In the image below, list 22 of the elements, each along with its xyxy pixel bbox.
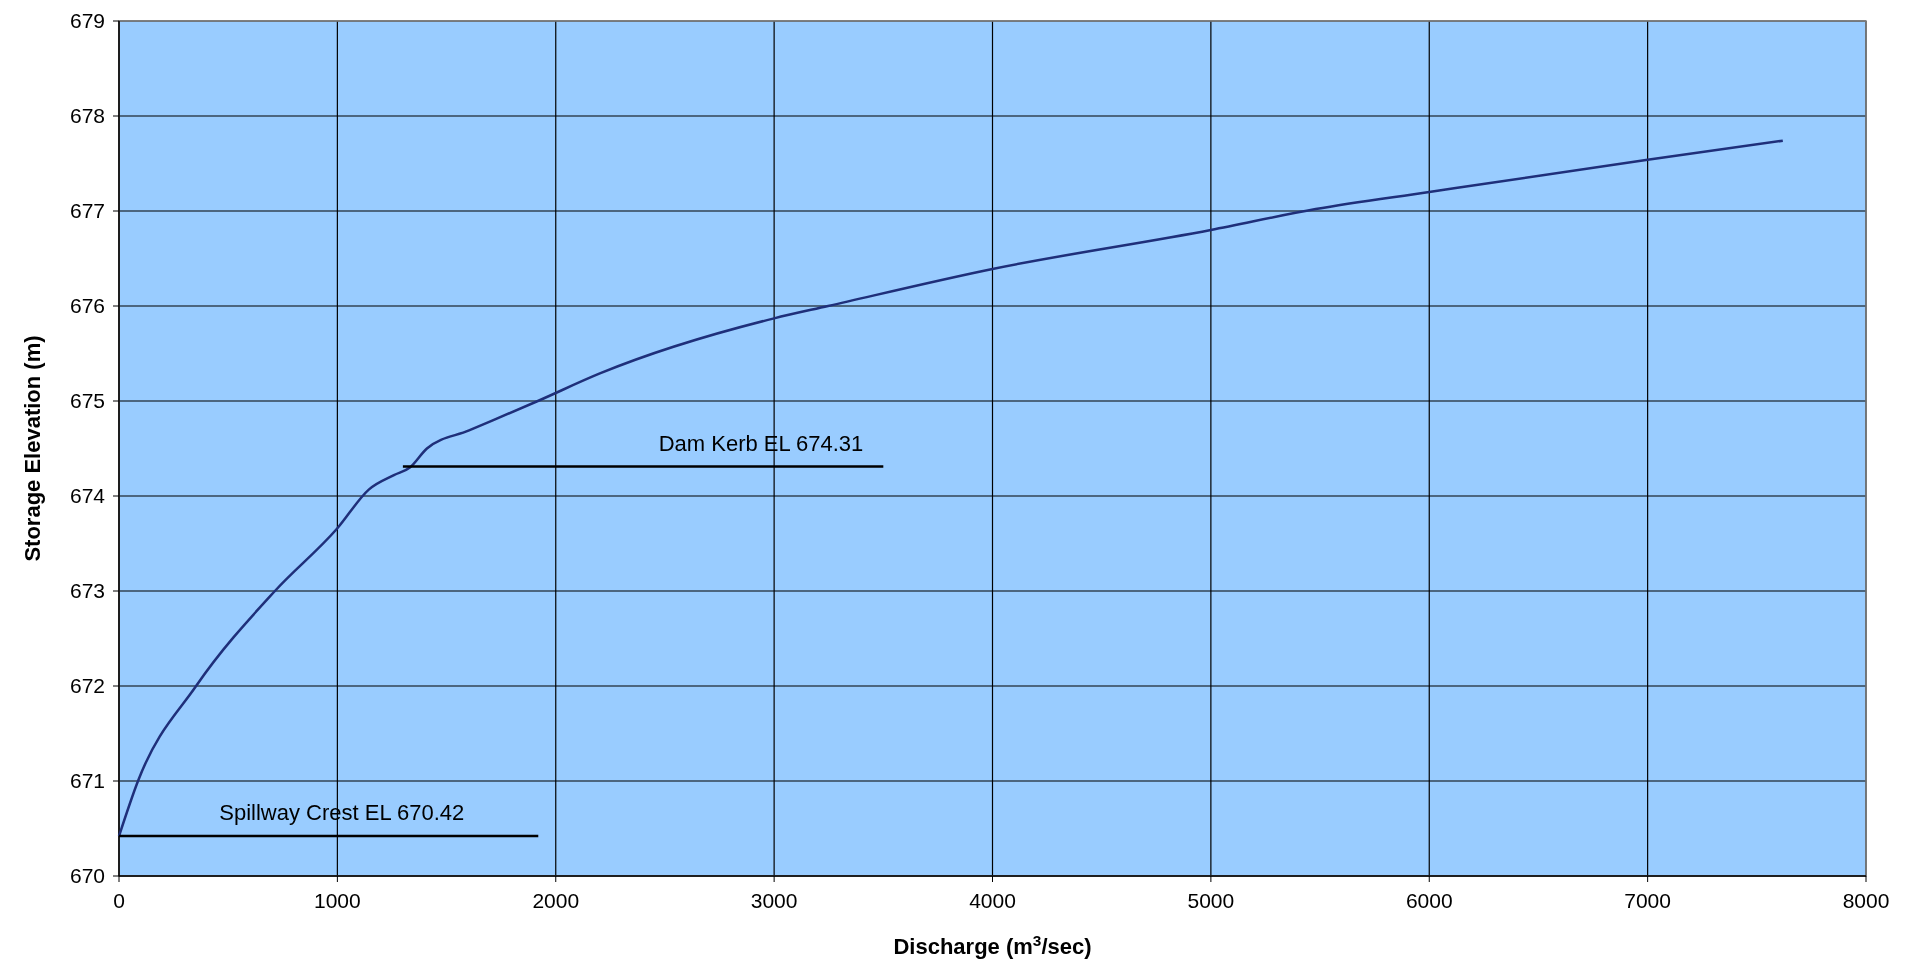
y-tick-label: 672 <box>69 674 105 697</box>
y-tick-label: 678 <box>69 104 105 127</box>
y-tick-label: 671 <box>69 769 105 792</box>
x-tick-label: 8000 <box>1842 889 1890 912</box>
x-tick-label: 4000 <box>969 889 1016 912</box>
y-tick-label: 679 <box>69 9 105 32</box>
x-tick-label: 6000 <box>1405 889 1453 912</box>
x-tick-label: 0 <box>113 889 125 912</box>
y-tick-label: 676 <box>69 294 105 317</box>
x-tick-label: 1000 <box>314 889 361 912</box>
x-axis-title: Discharge (m$^{3}$/sec) <box>893 931 1092 959</box>
y-tick-label: 670 <box>69 864 105 887</box>
x-tick-label: 5000 <box>1187 889 1235 912</box>
y-tick-label: 673 <box>69 579 105 602</box>
y-axis-title: Storage Elevation (m) <box>20 335 45 562</box>
y-tick-label: 674 <box>69 484 106 507</box>
line-series <box>117 139 1785 838</box>
y-tick-label: 675 <box>69 389 105 412</box>
x-tick-label: 3000 <box>750 889 798 912</box>
x-tick-label: 2000 <box>532 889 580 912</box>
x-tick-label: 7000 <box>1624 889 1671 912</box>
y-tick-label: 677 <box>69 199 105 222</box>
